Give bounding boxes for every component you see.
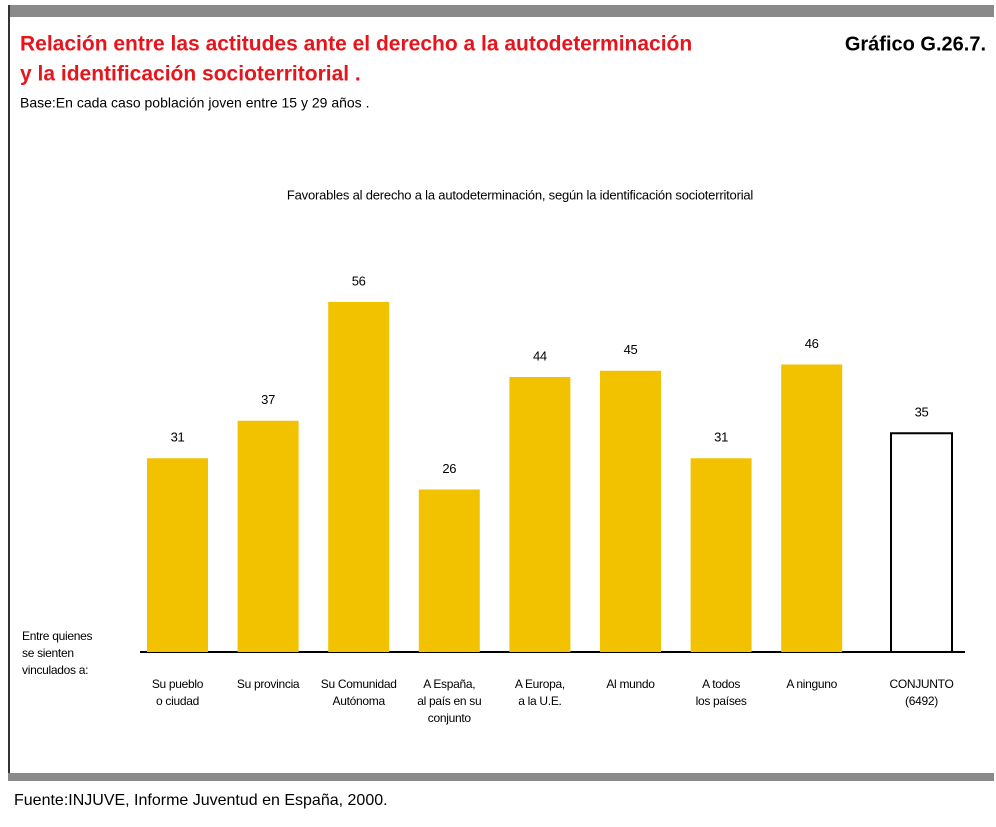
x-tick-label: A Europa, a la U.E. [515,677,565,708]
x-tick-label: Su pueblo o ciudad [152,677,204,708]
value-label: 45 [624,342,638,357]
source: Fuente:INJUVE, Informe Juventud en Españ… [14,792,388,809]
x-tick-label: CONJUNTO (6492) [889,677,953,708]
title-line: Relación entre las actitudes ante el der… [20,33,692,56]
bar [147,458,208,652]
value-label: 44 [533,348,547,363]
chart-title: Favorables al derecho a la autodetermina… [287,187,754,202]
value-label: 31 [714,430,728,445]
chart-code: Gráfico G.26.7. [845,33,986,55]
x-tick-label: Su Comunidad Autónoma [321,677,397,708]
value-label: 37 [261,392,275,407]
bar [890,432,953,653]
value-label: 35 [915,405,929,420]
axis-label: Entre quienes se sienten vinculados a: [22,629,92,677]
bar [237,420,299,652]
x-tick-label: A ninguno [786,677,837,691]
bar [690,458,752,652]
top-bar [8,5,994,17]
value-label: 31 [171,430,185,445]
value-label: 26 [442,461,456,476]
value-label: 46 [805,336,819,351]
x-tick-label: A España, al país en su conjunto [417,677,481,725]
base-note: Base:En cada caso población joven entre … [20,95,369,111]
bar [781,364,843,652]
value-label: 56 [352,273,366,288]
bar [328,302,390,652]
x-tick-label: A todos los países [696,677,747,708]
x-tick-label: Su provincia [237,677,300,691]
bar [418,489,480,652]
x-tick-label: Al mundo [606,677,655,691]
left-border [8,5,10,780]
bar [600,370,661,652]
bottom-bar [8,773,994,781]
title-line: y la identificación socioterritorial . [20,63,361,86]
bar [509,377,571,652]
